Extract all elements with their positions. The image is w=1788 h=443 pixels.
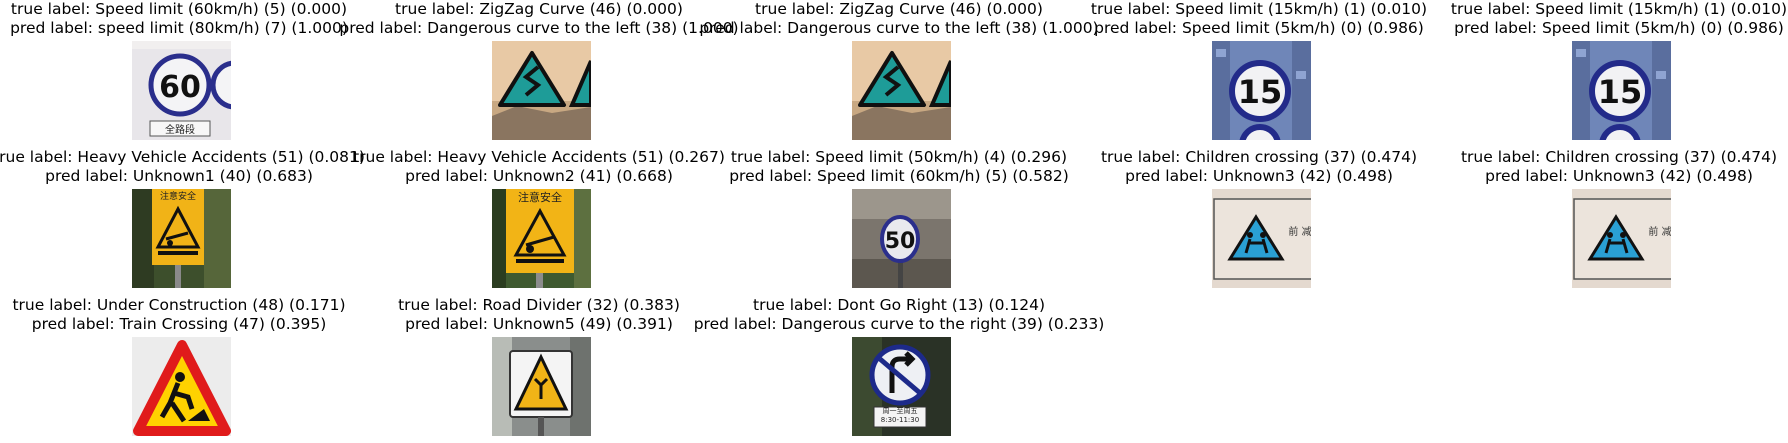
pred-label: pred label: speed limit (80km/h) (7) (1.… xyxy=(10,18,348,37)
true-label: true label: Speed limit (15km/h) (1) (0.… xyxy=(1450,0,1788,18)
sign-text: 15 xyxy=(1238,73,1283,111)
grid-cell-2: true label: ZigZag Curve (46) (0.000) pr… xyxy=(339,0,739,146)
pred-label: pred label: Speed limit (5km/h) (0) (0.9… xyxy=(1454,18,1784,37)
caption: true label: Speed limit (15km/h) (1) (0.… xyxy=(1020,0,1498,37)
plate-text: 全路段 xyxy=(165,123,195,136)
caption: true label: Children crossing (37) (0.47… xyxy=(1020,148,1498,185)
pred-label: pred label: Dangerous curve to the left … xyxy=(339,18,739,37)
plate-text: 周一至周五 8:30-11:30 xyxy=(880,407,920,424)
sign-image-children-crossing: 前 减 xyxy=(1572,189,1671,288)
grid-cell-1: true label: Speed limit (60km/h) (5) (0.… xyxy=(0,0,358,146)
sign-image-zigzag xyxy=(852,41,951,140)
sign-image-zigzag xyxy=(492,41,591,140)
sign-text: 注意安全 xyxy=(518,190,562,204)
true-label: true label: Heavy Vehicle Accidents (51)… xyxy=(353,148,725,166)
grid-cell-5: true label: Speed limit (15km/h) (1) (0.… xyxy=(1440,0,1788,146)
sign-image-no-right-turn: 周一至周五 8:30-11:30 xyxy=(852,337,951,436)
true-label: true label: ZigZag Curve (46) (0.000) xyxy=(395,0,683,18)
caption: true label: Under Construction (48) (0.1… xyxy=(0,296,418,333)
sign-image-heavy-vehicle: 注意安全 xyxy=(132,189,231,288)
pred-label: pred label: Dangerous curve to the right… xyxy=(693,314,1105,333)
pred-label: pred label: Train Crossing (47) (0.395) xyxy=(31,314,327,333)
caption: true label: Dont Go Right (13) (0.124) p… xyxy=(660,296,1138,333)
true-label: true label: Speed limit (15km/h) (1) (0.… xyxy=(1090,0,1428,18)
pred-label: pred label: Unknown1 (40) (0.683) xyxy=(45,166,313,185)
pred-label: pred label: Unknown3 (42) (0.498) xyxy=(1485,166,1753,185)
grid-cell-12: true label: Road Divider (32) (0.383) pr… xyxy=(360,296,718,442)
grid-cell-7: true label: Heavy Vehicle Accidents (51)… xyxy=(353,148,725,294)
caption: true label: Speed limit (50km/h) (4) (0.… xyxy=(660,148,1138,185)
sign-text: 注意安全 xyxy=(160,190,196,202)
grid-cell-8: true label: Speed limit (50km/h) (4) (0.… xyxy=(720,148,1078,294)
sign-text: 前 减 xyxy=(1648,225,1671,238)
sign-text: 前 减 xyxy=(1288,225,1311,238)
pred-label: pred label: Unknown5 (49) (0.391) xyxy=(405,314,673,333)
grid-cell-6: true label: Heavy Vehicle Accidents (51)… xyxy=(0,148,365,294)
true-label: true label: Heavy Vehicle Accidents (51)… xyxy=(0,148,365,166)
sign-image-speed-limit: 15 xyxy=(1212,41,1311,140)
pred-label: pred label: Unknown2 (41) (0.668) xyxy=(405,166,673,185)
sign-image-speed-limit: 50 xyxy=(852,189,951,288)
grid-cell-11: true label: Under Construction (48) (0.1… xyxy=(0,296,358,442)
sign-image-heavy-vehicle: 注意安全 xyxy=(492,189,591,288)
grid-cell-9: true label: Children crossing (37) (0.47… xyxy=(1080,148,1438,294)
pred-label: pred label: Dangerous curve to the left … xyxy=(699,18,1099,37)
caption: true label: ZigZag Curve (46) (0.000) pr… xyxy=(300,0,778,37)
sign-text: 15 xyxy=(1598,73,1643,111)
sign-image-under-construction xyxy=(132,337,231,436)
caption: true label: Speed limit (60km/h) (5) (0.… xyxy=(0,0,418,37)
caption: true label: Heavy Vehicle Accidents (51)… xyxy=(0,148,418,185)
true-label: true label: Speed limit (60km/h) (5) (0.… xyxy=(10,0,348,18)
sign-text: 50 xyxy=(885,229,916,254)
sign-image-children-crossing: 前 减 xyxy=(1212,189,1311,288)
sign-image-speed-limit: 15 xyxy=(1572,41,1671,140)
pred-label: pred label: Speed limit (60km/h) (5) (0.… xyxy=(729,166,1069,185)
caption: true label: Heavy Vehicle Accidents (51)… xyxy=(300,148,778,185)
true-label: true label: Road Divider (32) (0.383) xyxy=(398,296,680,314)
caption: true label: ZigZag Curve (46) (0.000) pr… xyxy=(660,0,1138,37)
sign-image-road-divider xyxy=(492,337,591,436)
grid-cell-10: true label: Children crossing (37) (0.47… xyxy=(1440,148,1788,294)
pred-label: pred label: Speed limit (5km/h) (0) (0.9… xyxy=(1094,18,1424,37)
caption: true label: Children crossing (37) (0.47… xyxy=(1380,148,1788,185)
true-label: true label: Children crossing (37) (0.47… xyxy=(1460,148,1778,166)
pred-label: pred label: Unknown3 (42) (0.498) xyxy=(1125,166,1393,185)
caption: true label: Speed limit (15km/h) (1) (0.… xyxy=(1380,0,1788,37)
sign-image-speed-limit: 60 全路段 xyxy=(132,41,231,140)
grid-cell-4: true label: Speed limit (15km/h) (1) (0.… xyxy=(1080,0,1438,146)
true-label: true label: ZigZag Curve (46) (0.000) xyxy=(755,0,1043,18)
true-label: true label: Dont Go Right (13) (0.124) xyxy=(753,296,1045,314)
sign-text: 60 xyxy=(159,70,201,105)
true-label: true label: Children crossing (37) (0.47… xyxy=(1100,148,1418,166)
grid-cell-13: true label: Dont Go Right (13) (0.124) p… xyxy=(694,296,1104,442)
true-label: true label: Under Construction (48) (0.1… xyxy=(12,296,346,314)
true-label: true label: Speed limit (50km/h) (4) (0.… xyxy=(730,148,1068,166)
caption: true label: Road Divider (32) (0.383) pr… xyxy=(300,296,778,333)
grid-cell-3: true label: ZigZag Curve (46) (0.000) pr… xyxy=(699,0,1099,146)
